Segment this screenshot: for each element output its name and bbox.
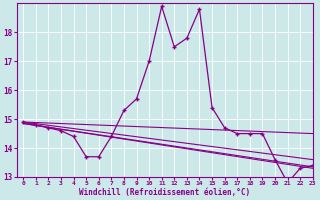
X-axis label: Windchill (Refroidissement éolien,°C): Windchill (Refroidissement éolien,°C) bbox=[79, 188, 250, 197]
